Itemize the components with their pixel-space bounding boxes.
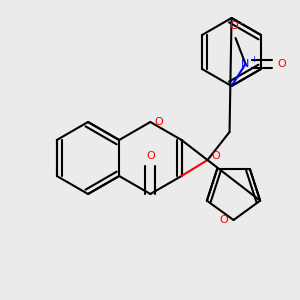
- Text: N: N: [241, 59, 250, 69]
- Text: O: O: [219, 215, 228, 225]
- Text: O: O: [229, 21, 238, 31]
- Text: -: -: [239, 17, 244, 31]
- Text: O: O: [277, 59, 286, 69]
- Text: O: O: [154, 117, 163, 127]
- Text: O: O: [146, 151, 155, 161]
- Text: +: +: [250, 56, 257, 64]
- Text: O: O: [211, 151, 220, 161]
